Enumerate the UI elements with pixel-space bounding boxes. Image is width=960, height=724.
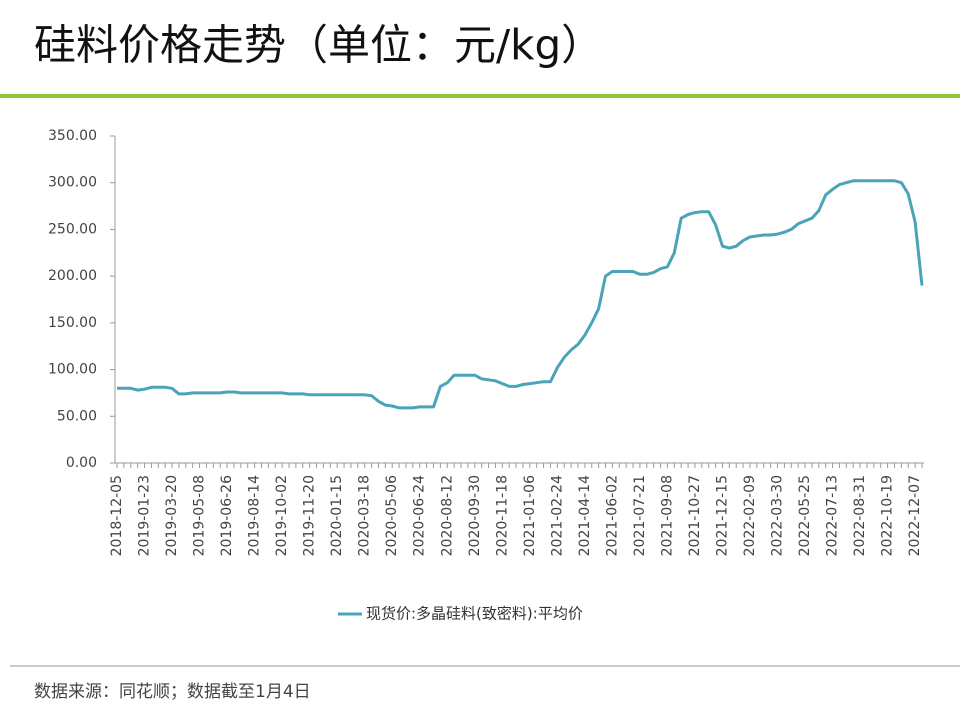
plot: 0.00 50.00 100.00 150.00 200.00 250.00 300.00 3… — [48, 128, 924, 623]
x-tick-label: 2019-08-14 — [247, 475, 263, 556]
x-tick-label: 2022-07-13 — [825, 475, 841, 556]
x-tick-label: 2021-12-15 — [714, 475, 730, 556]
legend-label: 现货价:多晶硅料(致密料):平均价 — [366, 605, 583, 623]
x-tick-label: 2021-01-06 — [522, 475, 538, 556]
x-tick-label: 2021-06-02 — [604, 475, 620, 556]
x-tick-label: 2020-01-15 — [329, 475, 345, 556]
x-tick-label: 2020-06-24 — [412, 475, 428, 556]
x-tick-label: 2019-05-08 — [192, 475, 208, 556]
footer-source: 数据来源：同花顺；数据截至1月4日 — [34, 682, 311, 702]
y-tick-label: 300.00 — [48, 175, 97, 191]
x-tick-label: 2020-05-06 — [384, 475, 400, 556]
x-tick-label: 2021-09-08 — [659, 475, 675, 556]
x-tick-label: 2020-08-12 — [439, 475, 455, 556]
x-tick-label: 2019-06-26 — [219, 475, 235, 556]
y-tick-label: 200.00 — [48, 268, 97, 284]
y-tick-label: 0.00 — [66, 455, 97, 471]
y-tick-label: 100.00 — [48, 362, 97, 378]
x-tick-label: 2022-10-19 — [880, 475, 896, 556]
x-tick-label: 2022-02-09 — [742, 475, 758, 556]
x-tick-label: 2022-03-30 — [770, 475, 786, 556]
x-tick-label: 2021-07-21 — [632, 475, 648, 556]
data-line — [117, 179, 924, 410]
x-tick-label: 2020-11-18 — [494, 475, 510, 556]
x-tick-label: 2019-01-23 — [137, 475, 153, 556]
y-tick-label: 250.00 — [48, 221, 97, 237]
x-tick-label: 2022-12-07 — [907, 475, 923, 556]
x-tick-label: 2019-11-20 — [302, 475, 318, 556]
x-tick-label: 2018-12-05 — [109, 475, 125, 556]
y-tick-label: 150.00 — [48, 315, 97, 331]
x-tick-label: 2022-05-25 — [797, 475, 813, 556]
x-tick-label: 2020-03-18 — [357, 475, 373, 556]
x-tick-label: 2020-09-30 — [467, 475, 483, 556]
x-tick-label: 2019-03-20 — [164, 475, 180, 556]
x-tick-label: 2019-10-02 — [274, 475, 290, 556]
x-tick-label: 2022-08-31 — [852, 475, 868, 556]
x-tick-label: 2021-04-14 — [577, 475, 593, 556]
y-tick-label: 350.00 — [48, 128, 97, 144]
y-tick-label: 50.00 — [57, 408, 97, 424]
slide-title: 硅料价格走势（单位：元/kg） — [34, 21, 603, 70]
x-tick-label: 2021-10-27 — [687, 475, 703, 556]
x-tick-label: 2021-02-24 — [549, 475, 565, 556]
